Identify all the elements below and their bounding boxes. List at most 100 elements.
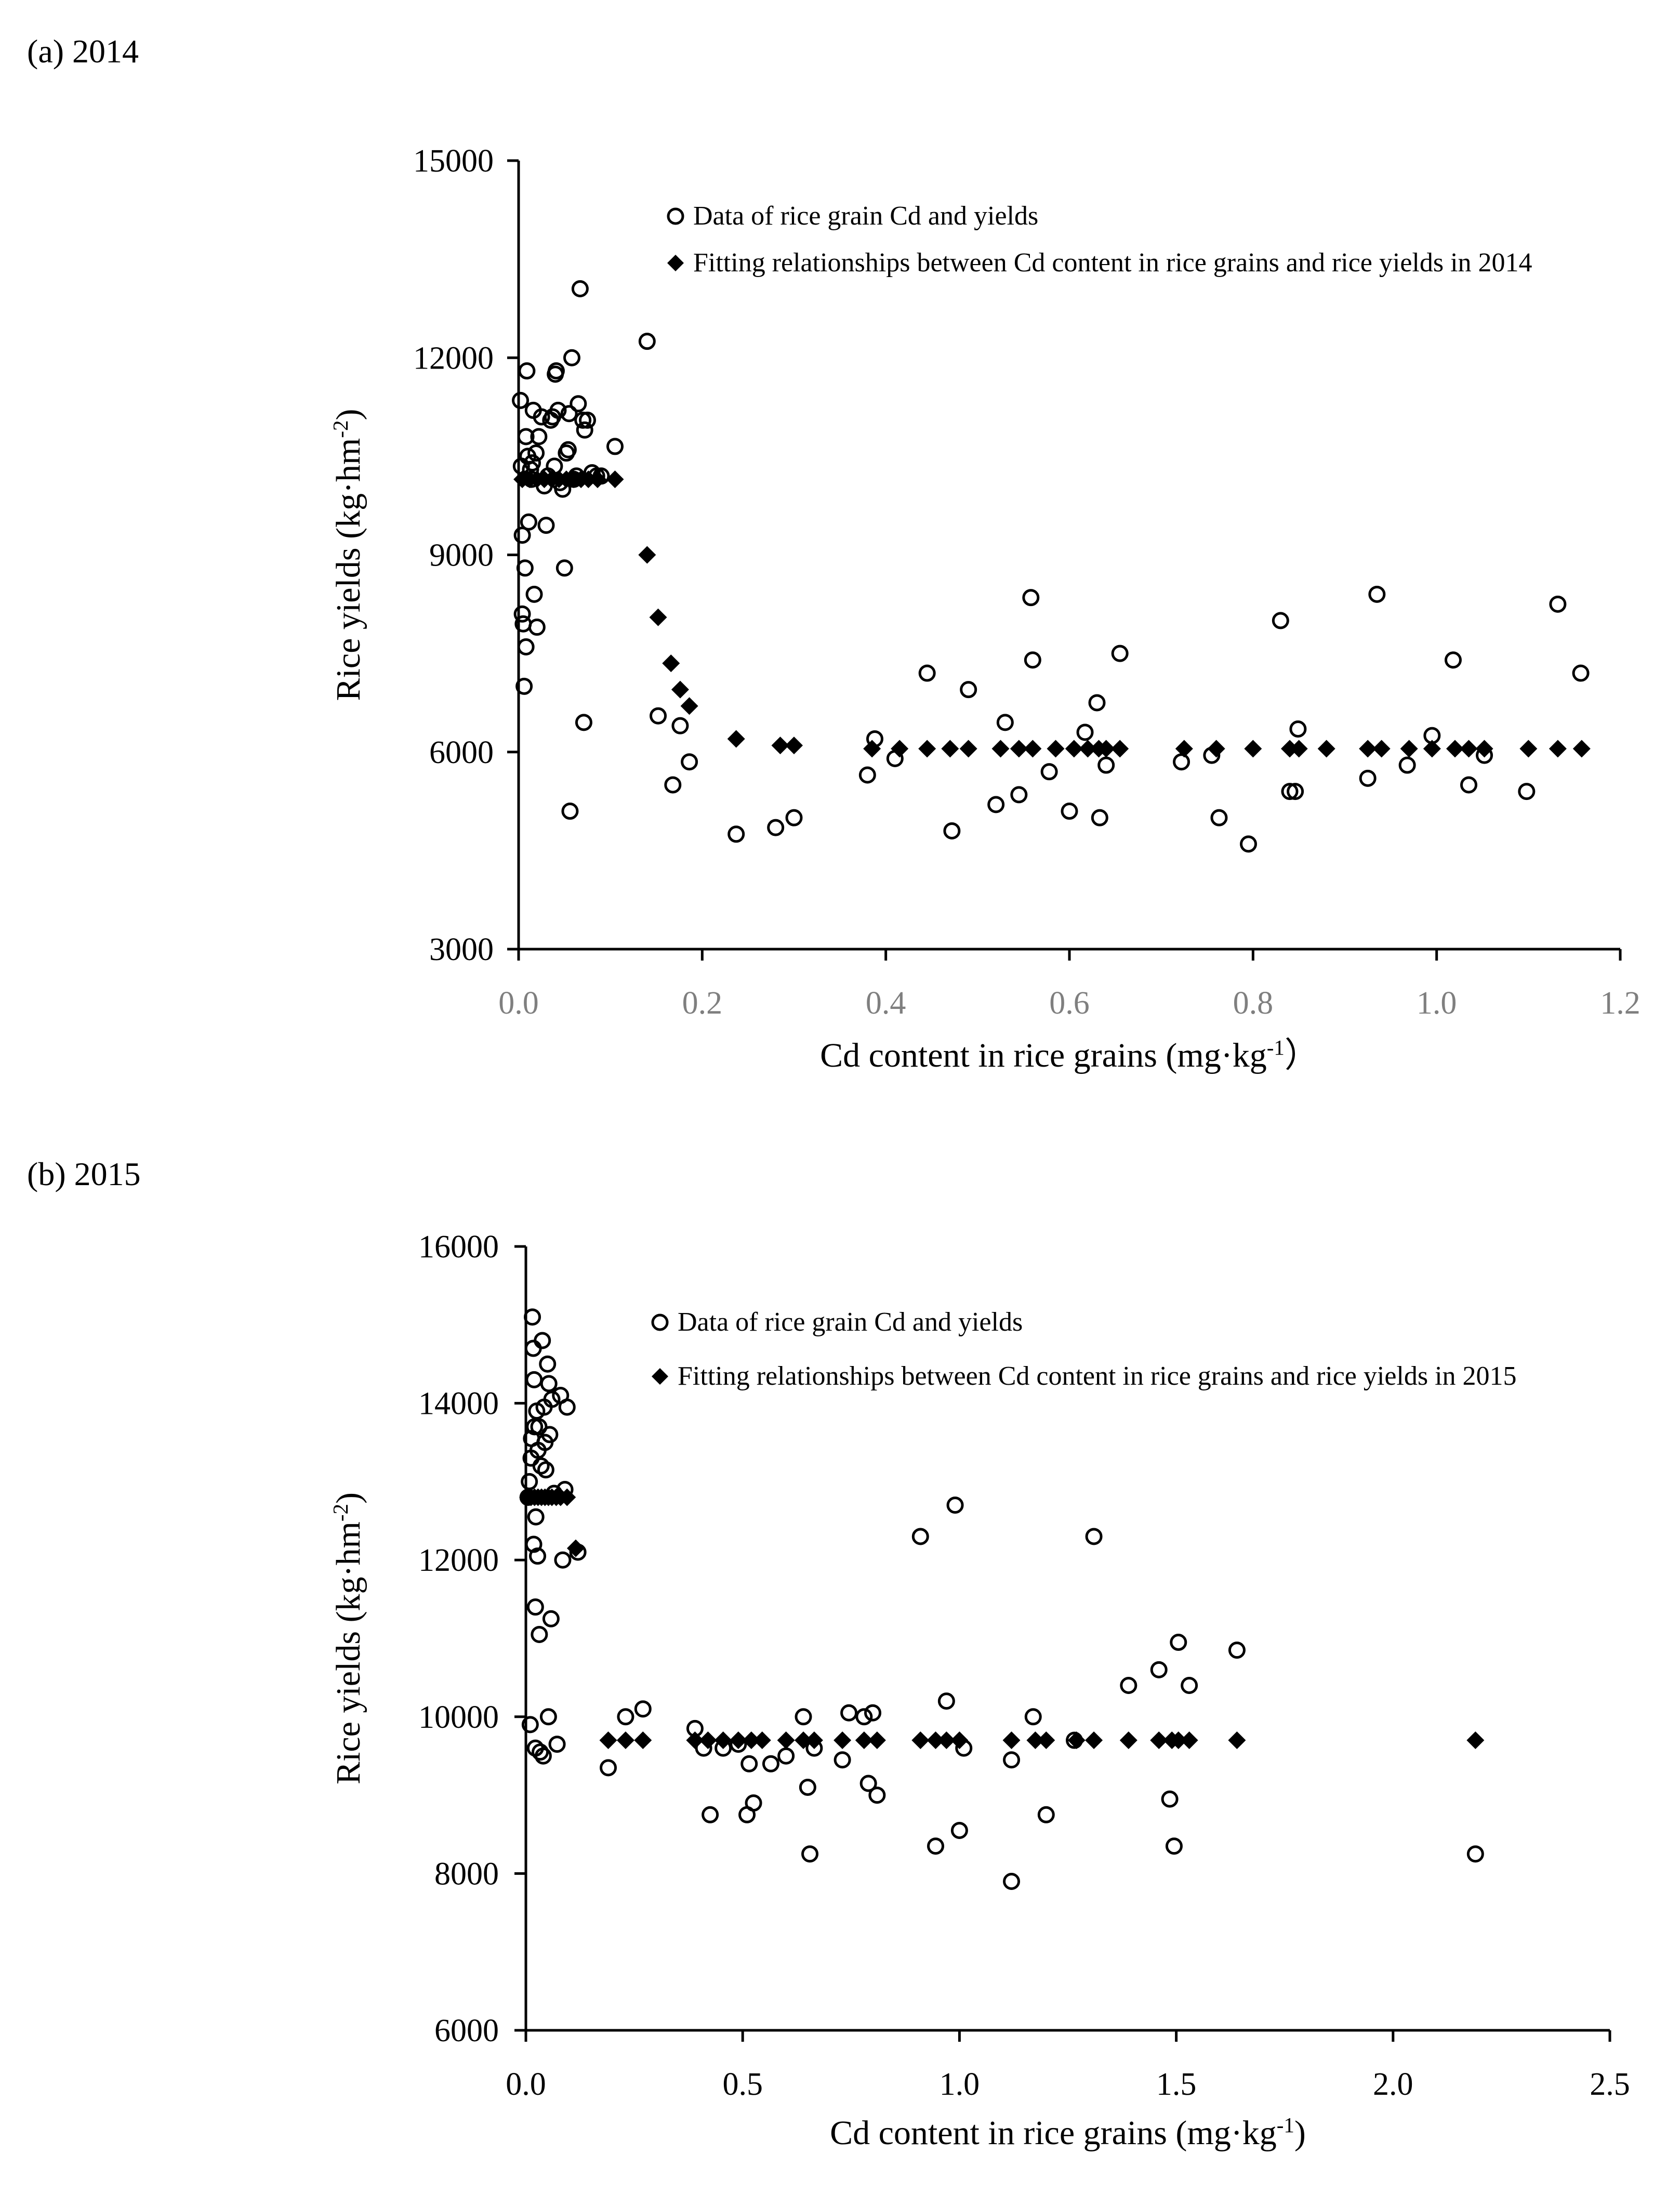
data-point: [527, 444, 545, 462]
data-point: [795, 1708, 812, 1726]
data-point: [561, 803, 579, 820]
data-point: [1076, 724, 1094, 741]
data-point: [762, 1755, 779, 1772]
legend: Data of rice grain Cd and yields Fitting …: [667, 201, 1532, 278]
data-point: [650, 707, 667, 725]
data-point: [576, 421, 593, 439]
fit-point: [1010, 740, 1028, 758]
data-point: [617, 1708, 634, 1726]
y-tick-label: 3000: [429, 932, 494, 967]
data-point: [537, 1461, 554, 1479]
data-point: [547, 362, 565, 380]
y-tick-label: 6000: [434, 2013, 499, 2049]
fit-point: [1065, 740, 1083, 758]
data-point: [513, 605, 531, 623]
fit-point: [937, 1731, 956, 1750]
x-tick-label: 2.5: [1590, 2067, 1630, 2102]
legend-entry-data: Data of rice grain Cd and yields: [693, 201, 1038, 231]
fit-point: [1111, 740, 1129, 758]
legend-circle-marker: [651, 1314, 669, 1331]
fit-point: [911, 1731, 930, 1750]
data-point: [864, 1704, 882, 1722]
data-point: [521, 1716, 539, 1734]
data-point: [534, 1747, 552, 1765]
fit-point: [1400, 740, 1418, 758]
fit-point: [1290, 740, 1308, 758]
fit-point: [1119, 1731, 1137, 1750]
data-point: [1518, 783, 1536, 800]
data-point: [767, 819, 785, 836]
data-point: [1120, 1676, 1137, 1694]
legend-entry-fit: Fitting relationships between Cd content…: [693, 248, 1532, 278]
data-point: [1024, 1708, 1042, 1726]
data-point: [911, 1528, 929, 1545]
data-point: [533, 408, 550, 426]
legend: Data of rice grain Cd and yields Fitting …: [651, 1307, 1517, 1391]
fit-point: [1423, 740, 1441, 758]
data-point: [1040, 763, 1058, 781]
data-point: [927, 1837, 945, 1855]
fit-point: [1572, 740, 1591, 758]
fit-point: [805, 1731, 823, 1750]
data-point: [858, 766, 876, 784]
data-point: [1003, 1872, 1021, 1890]
fit-point: [1446, 740, 1464, 758]
fit-point: [1175, 740, 1193, 758]
data-point: [1037, 1806, 1055, 1823]
data-point: [1289, 720, 1307, 738]
data-point: [558, 1398, 576, 1416]
data-point: [1460, 776, 1477, 794]
data-point: [525, 585, 543, 603]
data-point: [525, 1371, 543, 1388]
data-point: [1022, 589, 1040, 607]
data-point: [531, 1625, 548, 1643]
data-point: [540, 1375, 558, 1393]
fit-point: [649, 608, 667, 626]
data-point: [1170, 1634, 1187, 1651]
data-point: [868, 1787, 886, 1804]
fit-point: [1026, 1731, 1044, 1750]
data-point: [537, 517, 555, 534]
x-tick-label: 0.4: [866, 986, 906, 1021]
fit-point: [638, 546, 656, 564]
series-fitting-points: [519, 1488, 1485, 1750]
data-point: [600, 1759, 617, 1777]
fit-point: [1079, 740, 1097, 758]
data-point: [559, 441, 577, 458]
data-point: [671, 717, 689, 734]
data-point: [1097, 756, 1115, 774]
y-tick-label: 12000: [418, 1543, 499, 1578]
fit-point: [616, 1731, 634, 1750]
fit-point: [777, 1731, 795, 1750]
data-point: [542, 1610, 560, 1627]
data-point: [570, 395, 587, 413]
legend-diamond-marker: [652, 1368, 668, 1385]
data-point: [1088, 694, 1106, 712]
x-tick-label: 1.0: [940, 2067, 980, 2102]
fit-point: [927, 1731, 945, 1750]
fit-point: [727, 730, 745, 748]
fit-point: [855, 1731, 873, 1750]
data-point: [532, 1457, 550, 1475]
x-tick-label: 0.0: [506, 2067, 546, 2102]
data-point: [512, 391, 530, 409]
data-point: [524, 454, 541, 472]
fit-point: [795, 1731, 813, 1750]
fit-point: [1097, 740, 1115, 758]
data-point: [1091, 809, 1108, 826]
fit-point: [1180, 1731, 1198, 1750]
data-point: [527, 1508, 545, 1526]
series-data-points: [519, 1308, 1484, 1890]
data-point: [1444, 651, 1462, 669]
fit-point: [588, 470, 606, 489]
fit-point: [1372, 740, 1391, 758]
data-point: [987, 796, 1005, 813]
data-point: [960, 681, 977, 699]
fit-point: [1359, 740, 1377, 758]
fit-point: [1024, 740, 1042, 758]
x-tick-label: 1.2: [1600, 986, 1641, 1021]
x-tick-label: 1.0: [1417, 986, 1457, 1021]
data-point: [943, 822, 961, 839]
y-tick-label: 14000: [418, 1386, 499, 1422]
